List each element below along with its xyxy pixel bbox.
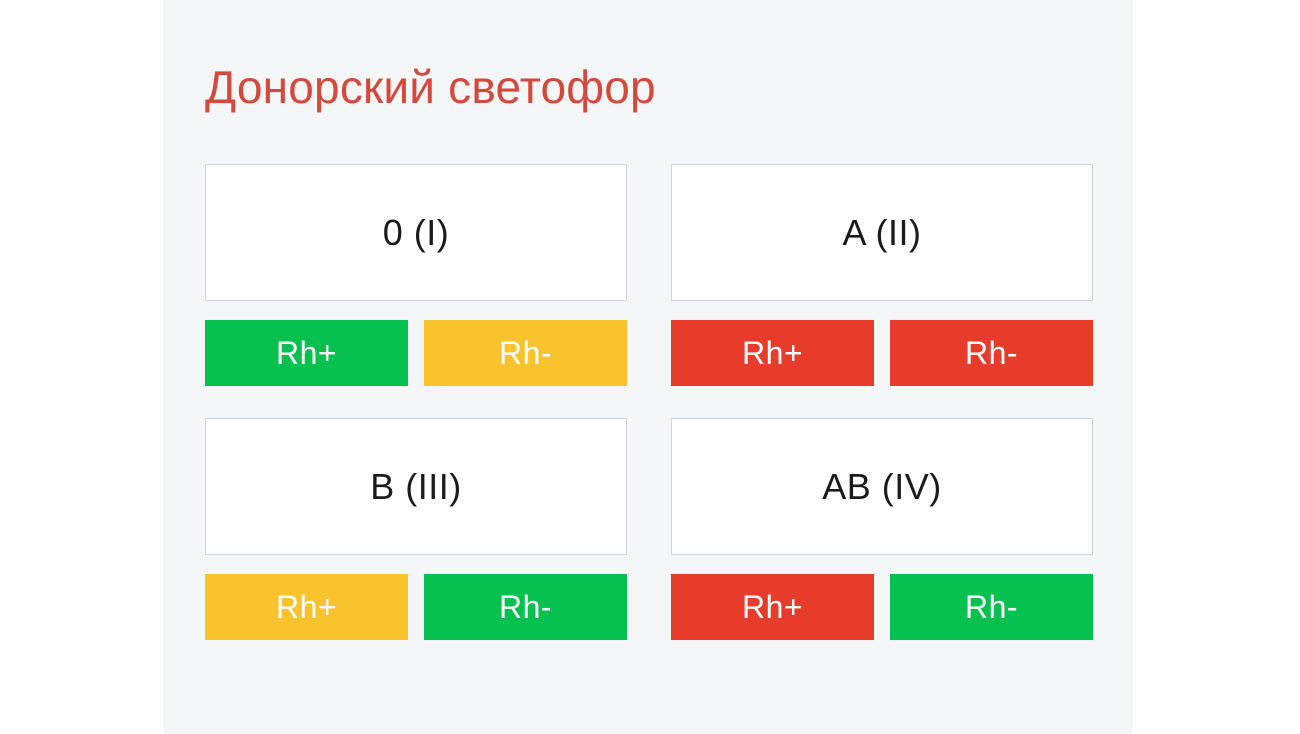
rh-negative-badge[interactable]: Rh- (890, 320, 1093, 386)
blood-group-block: AB (IV) Rh+ Rh- (671, 418, 1093, 640)
content-panel: Донорский светофор 0 (I) Rh+ Rh- A (II) … (163, 0, 1133, 734)
blood-group-block: B (III) Rh+ Rh- (205, 418, 627, 640)
rh-status-row: Rh+ Rh- (205, 320, 627, 386)
rh-negative-badge[interactable]: Rh- (424, 574, 627, 640)
blood-group-label: B (III) (370, 465, 462, 507)
rh-positive-badge[interactable]: Rh+ (205, 320, 408, 386)
rh-negative-badge[interactable]: Rh- (890, 574, 1093, 640)
blood-group-grid: 0 (I) Rh+ Rh- A (II) Rh+ Rh- (205, 164, 1093, 640)
rh-negative-badge[interactable]: Rh- (424, 320, 627, 386)
rh-positive-badge[interactable]: Rh+ (671, 320, 874, 386)
blood-group-label: 0 (I) (382, 211, 450, 253)
blood-group-block: 0 (I) Rh+ Rh- (205, 164, 627, 386)
blood-group-card[interactable]: A (II) (671, 164, 1093, 301)
rh-positive-badge[interactable]: Rh+ (671, 574, 874, 640)
blood-group-card[interactable]: B (III) (205, 418, 627, 555)
rh-status-row: Rh+ Rh- (671, 320, 1093, 386)
blood-group-block: A (II) Rh+ Rh- (671, 164, 1093, 386)
rh-status-row: Rh+ Rh- (205, 574, 627, 640)
blood-group-card[interactable]: 0 (I) (205, 164, 627, 301)
rh-positive-badge[interactable]: Rh+ (205, 574, 408, 640)
blood-group-label: A (II) (842, 211, 922, 253)
rh-status-row: Rh+ Rh- (671, 574, 1093, 640)
blood-group-card[interactable]: AB (IV) (671, 418, 1093, 555)
page-title: Донорский светофор (205, 60, 656, 113)
blood-group-label: AB (IV) (822, 465, 942, 507)
